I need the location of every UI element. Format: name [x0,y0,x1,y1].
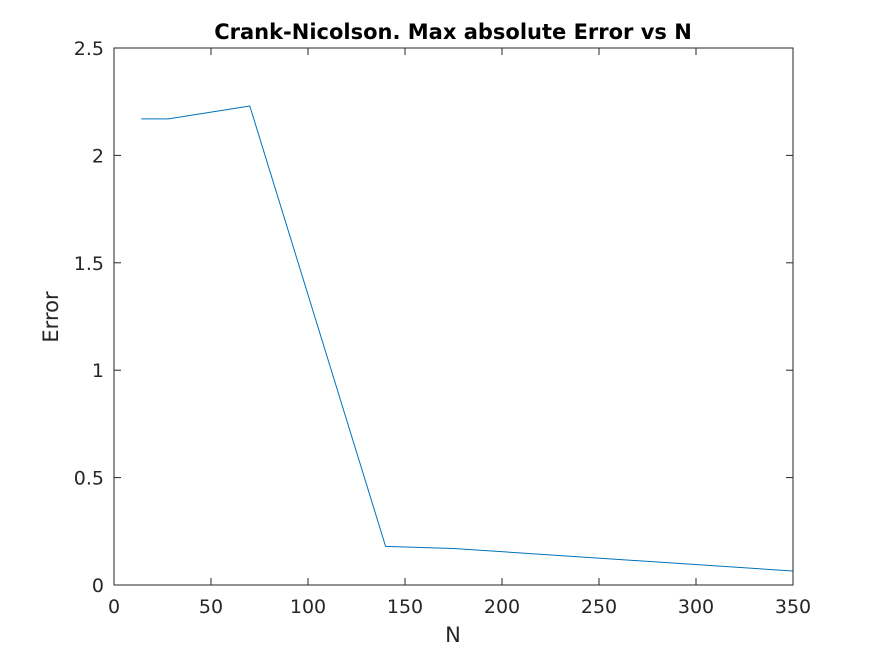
y-tick-labels: 0 0.5 1 1.5 2 2.5 [74,38,104,597]
x-tick-label: 50 [199,596,223,618]
y-tick-label: 2.5 [74,38,104,60]
x-tick-label: 300 [678,596,714,618]
x-tick-labels: 0 50 100 150 200 250 300 350 [108,596,811,618]
x-tick-label: 200 [484,596,520,618]
y-tick-label: 1 [92,360,104,382]
y-axis-label: Error [39,291,63,343]
y-tick-label: 0.5 [74,468,104,490]
y-tick-label: 1.5 [74,253,104,275]
y-tick-label: 0 [92,575,104,597]
y-tick-label: 2 [92,145,104,167]
x-tick-label: 150 [387,596,423,618]
series-layer [141,105,794,572]
axes-box [113,47,794,586]
series-line [141,105,794,572]
x-tick-label: 100 [290,596,326,618]
x-axis-label: N [445,623,461,647]
plot-area [114,48,793,585]
x-tick-label: 350 [775,596,811,618]
x-tick-label: 250 [581,596,617,618]
x-tick-label: 0 [108,596,120,618]
chart-title: Crank-Nicolson. Max absolute Error vs N [214,20,692,44]
